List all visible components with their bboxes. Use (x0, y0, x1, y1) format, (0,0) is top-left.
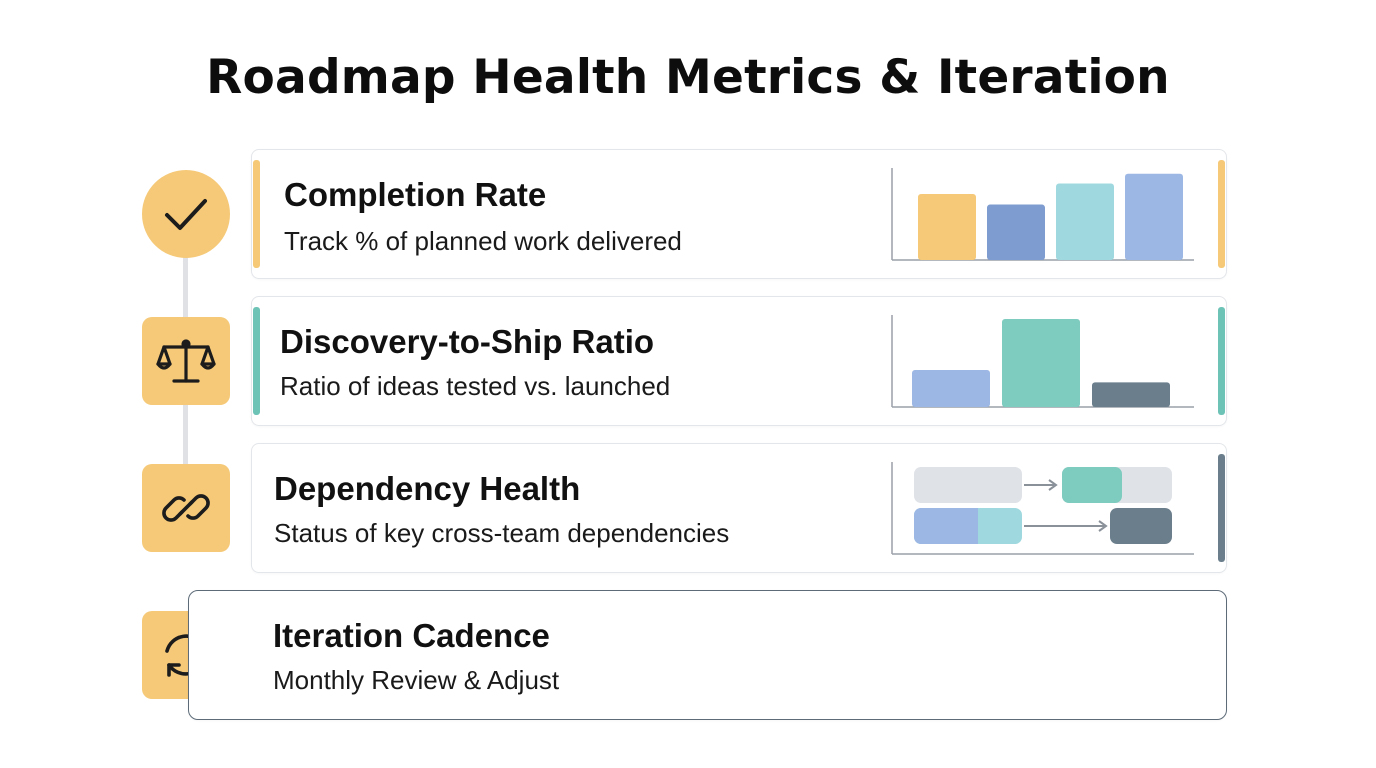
card-subtitle: Track % of planned work delivered (284, 226, 682, 256)
dependency-arrow-head (1048, 479, 1058, 491)
card-title: Iteration Cadence (273, 617, 550, 654)
card-subtitle: Status of key cross-team dependencies (274, 518, 730, 548)
page-title: Roadmap Health Metrics & Iteration (206, 50, 1170, 105)
balance-scale-icon (142, 317, 230, 405)
chart-bar-4 (1125, 173, 1183, 260)
card-subtitle: Monthly Review & Adjust (273, 665, 560, 695)
discovery-to-ship-bar-chart (891, 315, 1194, 408)
dependency-bar-upstream (914, 467, 1022, 503)
dependency-bar-source-part (914, 508, 976, 544)
chart-bar-1 (918, 194, 976, 260)
card-title: Dependency Health (274, 470, 581, 507)
metric-card-iteration-cadence: Iteration Cadence Monthly Review & Adjus… (188, 590, 1227, 720)
card-accent-left (253, 307, 260, 415)
dependency-bar-progress (1062, 467, 1122, 503)
card-subtitle: Ratio of ideas tested vs. launched (280, 371, 671, 401)
chart-bar-3 (1092, 382, 1170, 407)
chart-bar-1 (912, 370, 990, 407)
chart-bar-2 (1002, 319, 1080, 407)
card-title: Discovery-to-Ship Ratio (280, 323, 655, 360)
card-accent-right (1218, 307, 1225, 415)
dependency-flow-diagram (891, 462, 1194, 555)
checkmark-icon (142, 170, 230, 258)
chart-bar-3 (1056, 183, 1114, 260)
chart-bar-2 (987, 204, 1045, 260)
metric-card-dependency-health: Dependency Health Status of key cross-te… (251, 443, 1227, 573)
card-title: Completion Rate (284, 176, 547, 213)
card-accent-left (253, 160, 260, 268)
metric-card-discovery-to-ship: Discovery-to-Ship Ratio Ratio of ideas t… (251, 296, 1227, 426)
chain-link-icon (142, 464, 230, 552)
card-accent-right (1218, 454, 1225, 562)
card-accent-right (1218, 160, 1225, 268)
dependency-bar-target (1110, 508, 1172, 544)
dependency-arrow-head (1098, 520, 1108, 532)
metric-card-completion-rate: Completion Rate Track % of planned work … (251, 149, 1227, 279)
dependency-bar-source-join (966, 508, 978, 544)
completion-rate-bar-chart (891, 168, 1194, 261)
